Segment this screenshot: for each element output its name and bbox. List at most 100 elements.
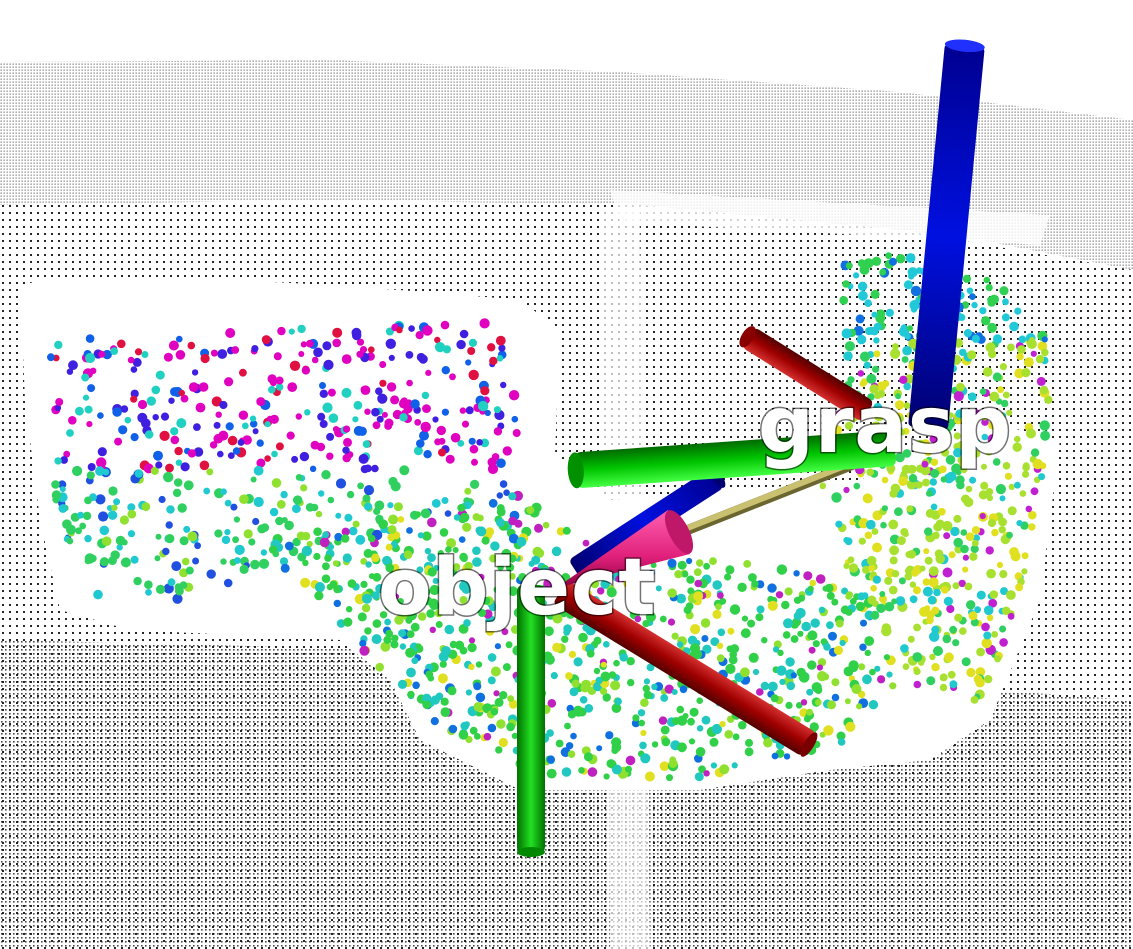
cloud-point bbox=[969, 552, 978, 561]
cloud-point bbox=[386, 382, 397, 392]
cloud-point bbox=[434, 609, 443, 618]
cloud-point bbox=[832, 425, 843, 435]
cloud-point bbox=[51, 480, 60, 489]
cloud-point bbox=[986, 614, 994, 621]
cloud-point bbox=[688, 738, 696, 745]
cloud-point bbox=[280, 563, 290, 573]
cloud-point bbox=[458, 536, 466, 543]
cloud-point bbox=[439, 660, 447, 668]
cloud-point bbox=[176, 335, 183, 343]
cloud-point bbox=[877, 675, 886, 684]
cloud-point bbox=[458, 574, 466, 582]
cloud-point bbox=[968, 611, 978, 621]
cloud-point bbox=[480, 438, 490, 448]
cloud-point bbox=[99, 557, 109, 567]
cloud-point bbox=[913, 667, 921, 676]
cloud-point bbox=[843, 563, 850, 569]
cloud-point bbox=[505, 563, 515, 572]
cloud-point bbox=[200, 353, 210, 364]
cloud-point bbox=[119, 515, 129, 525]
cloud-point bbox=[924, 556, 933, 565]
cloud-point bbox=[997, 386, 1004, 394]
cloud-point bbox=[902, 345, 912, 356]
cloud-point bbox=[782, 631, 791, 639]
cloud-point bbox=[239, 564, 249, 575]
cloud-point bbox=[743, 560, 752, 568]
cloud-point bbox=[327, 543, 335, 551]
cloud-point bbox=[786, 681, 796, 691]
cloud-point bbox=[360, 558, 368, 565]
cloud-point bbox=[966, 600, 976, 610]
cloud-point bbox=[96, 457, 107, 468]
cloud-point bbox=[485, 527, 495, 536]
cloud-point bbox=[399, 413, 408, 422]
cloud-point bbox=[1014, 481, 1021, 489]
cloud-point bbox=[671, 689, 678, 695]
cloud-point bbox=[508, 699, 518, 709]
cloud-point bbox=[949, 680, 958, 689]
cloud-point bbox=[60, 456, 68, 464]
cloud-point bbox=[994, 655, 1002, 663]
cloud-point bbox=[441, 408, 449, 416]
cloud-point bbox=[81, 373, 90, 382]
cloud-point bbox=[634, 615, 642, 623]
cloud-point bbox=[587, 767, 598, 777]
cloud-point bbox=[1041, 348, 1049, 357]
cloud-point bbox=[488, 498, 498, 508]
cloud-point bbox=[422, 700, 431, 709]
cloud-point bbox=[268, 545, 278, 554]
cloud-point bbox=[929, 653, 936, 661]
cloud-point bbox=[895, 393, 902, 400]
cloud-point bbox=[857, 281, 868, 291]
cloud-point bbox=[790, 635, 799, 643]
cloud-point bbox=[981, 622, 990, 632]
cloud-point bbox=[668, 759, 678, 768]
cloud-point bbox=[871, 421, 881, 431]
cloud-point bbox=[644, 771, 655, 782]
cloud-point bbox=[359, 639, 367, 648]
cloud-point bbox=[640, 729, 647, 737]
cloud-point bbox=[365, 561, 372, 568]
cloud-point bbox=[362, 440, 371, 448]
cloud-point bbox=[114, 437, 123, 446]
cloud-point bbox=[372, 421, 381, 430]
cloud-point bbox=[68, 360, 78, 371]
cloud-point bbox=[919, 565, 926, 572]
cloud-point bbox=[436, 425, 446, 436]
cloud-point bbox=[1035, 354, 1045, 364]
cloud-point bbox=[271, 450, 278, 458]
cloud-point bbox=[159, 430, 170, 441]
cloud-point bbox=[1037, 341, 1048, 351]
cloud-point bbox=[493, 690, 500, 697]
cloud-point bbox=[985, 283, 993, 292]
cloud-point bbox=[107, 510, 118, 520]
cloud-point bbox=[479, 318, 490, 329]
cloud-point bbox=[384, 421, 393, 430]
cloud-point bbox=[385, 563, 395, 573]
cloud-point bbox=[359, 346, 368, 354]
cloud-point bbox=[640, 698, 649, 707]
cloud-point bbox=[895, 452, 905, 463]
cloud-point bbox=[756, 688, 764, 696]
cloud-point bbox=[299, 451, 310, 462]
cloud-point bbox=[252, 428, 259, 435]
cloud-point bbox=[729, 650, 737, 659]
cloud-point bbox=[908, 474, 918, 483]
cloud-point bbox=[642, 620, 650, 628]
cloud-point bbox=[640, 753, 651, 764]
cloud-point bbox=[987, 322, 997, 333]
cloud-point bbox=[614, 697, 622, 706]
cloud-point bbox=[712, 580, 722, 590]
cloud-point bbox=[747, 619, 756, 628]
cloud-point bbox=[695, 747, 706, 757]
cloud-point bbox=[966, 287, 974, 294]
cloud-point bbox=[1039, 420, 1050, 431]
cloud-point bbox=[499, 590, 508, 598]
cloud-point bbox=[230, 503, 238, 511]
cloud-point bbox=[327, 388, 336, 397]
cloud-point bbox=[995, 484, 1007, 495]
cloud-point bbox=[879, 595, 887, 603]
cloud-point bbox=[341, 354, 352, 364]
cloud-point bbox=[132, 357, 142, 367]
